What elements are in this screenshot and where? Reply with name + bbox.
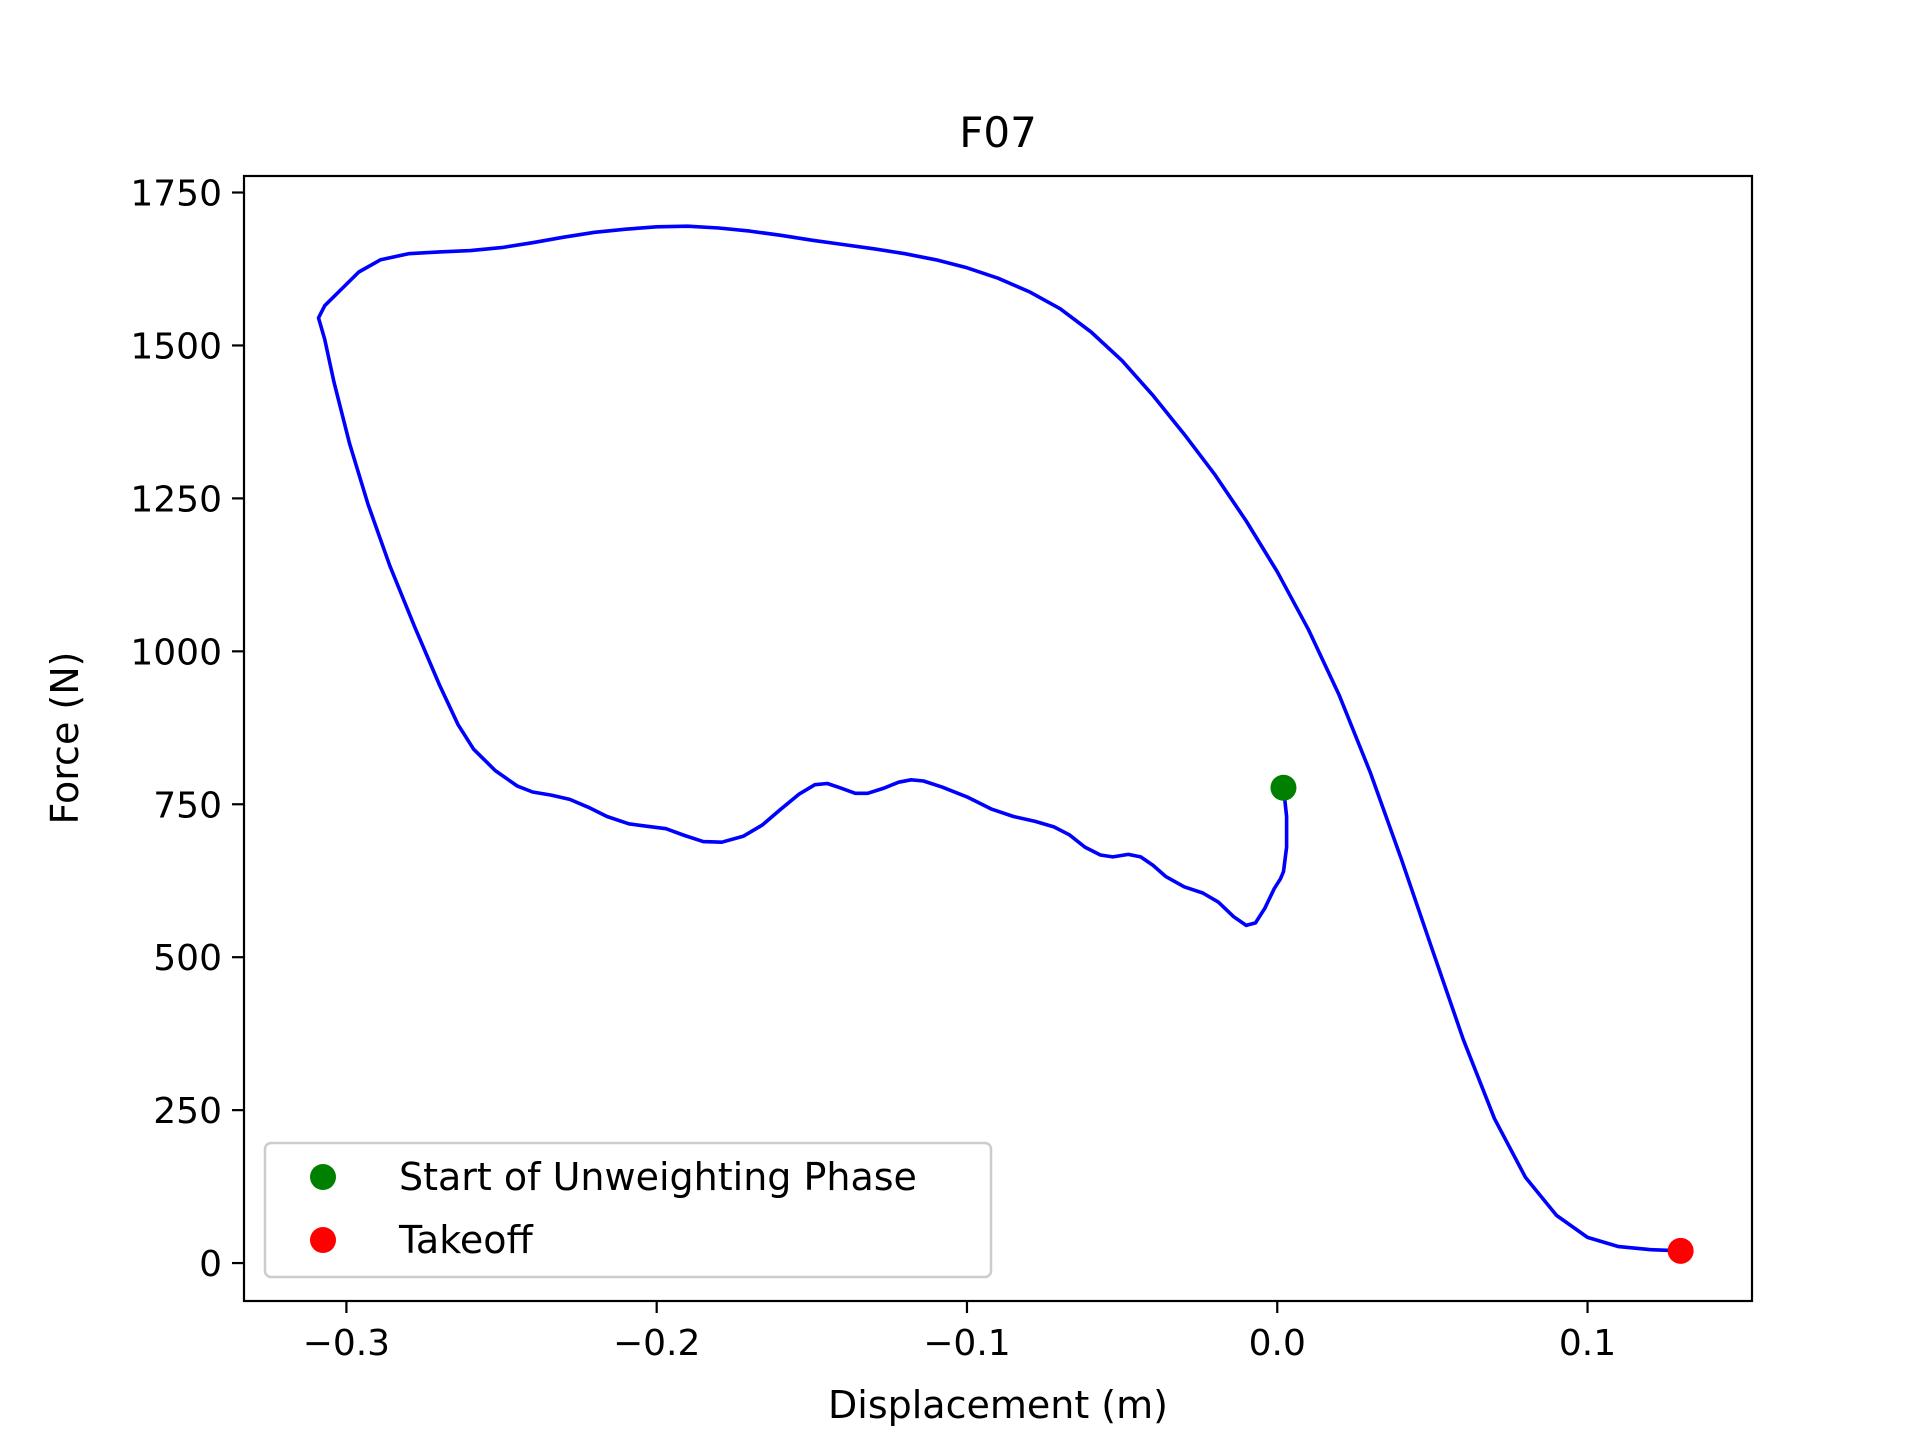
takeoff-marker xyxy=(1667,1237,1694,1264)
y-tick-label: 250 xyxy=(153,1091,222,1132)
legend-label-takeoff: Takeoff xyxy=(398,1218,533,1262)
plot-frame xyxy=(242,174,1754,1303)
x-tick-label: −0.1 xyxy=(923,1323,1010,1364)
x-tick-label: −0.2 xyxy=(613,1323,700,1364)
y-axis-ticks: 0 250 500 750 1000 1250 1500 1750 xyxy=(130,174,244,1285)
y-tick-label: 1250 xyxy=(130,479,222,520)
y-tick-label: 750 xyxy=(153,785,222,826)
series-line-0 xyxy=(316,224,1683,1253)
x-axis-ticks: −0.3 −0.2 −0.1 0.0 0.1 xyxy=(303,1301,1616,1364)
plot-area xyxy=(316,224,1694,1264)
legend-swatch-takeoff xyxy=(310,1227,336,1253)
legend-swatch-start xyxy=(310,1164,336,1190)
x-axis-label: Displacement (m) xyxy=(828,1383,1168,1427)
legend-label-start: Start of Unweighting Phase xyxy=(399,1155,917,1199)
y-axis-label: Force (N) xyxy=(43,652,87,825)
x-tick-label: −0.3 xyxy=(303,1323,390,1364)
chart-title: F07 xyxy=(959,108,1037,157)
y-tick-label: 500 xyxy=(153,938,222,979)
y-tick-label: 1750 xyxy=(130,174,222,215)
start-unweighting-marker xyxy=(1270,774,1297,801)
y-tick-label: 1500 xyxy=(130,326,222,367)
legend: Start of Unweighting Phase Takeoff xyxy=(263,1141,993,1279)
y-tick-label: 0 xyxy=(199,1244,222,1285)
x-tick-label: 0.0 xyxy=(1249,1323,1306,1364)
legend-frame xyxy=(263,1141,993,1279)
x-tick-label: 0.1 xyxy=(1559,1323,1616,1364)
y-tick-label: 1000 xyxy=(130,632,222,673)
